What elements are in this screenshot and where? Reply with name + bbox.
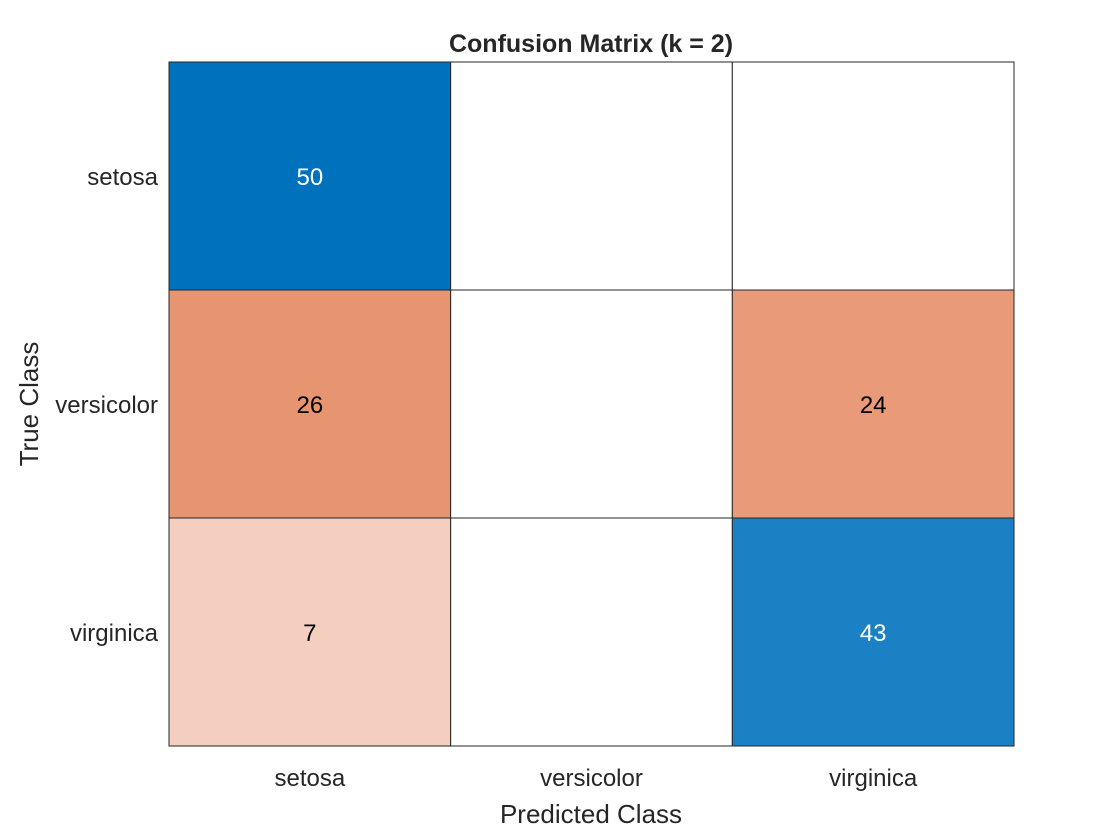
plot-border [168, 61, 1015, 747]
x-tick-label-versicolor: versicolor [540, 765, 643, 792]
matrix-cell-setosa-virginica [731, 61, 1015, 291]
matrix-cells [168, 61, 1015, 747]
matrix-cell-versicolor-versicolor [450, 289, 733, 519]
x-tick-label-setosa: setosa [274, 765, 345, 792]
y-tick-label-setosa: setosa [87, 164, 158, 191]
cell-value-labels: 50 26 24 7 43 [296, 164, 886, 647]
x-tick-labels: setosa versicolor virginica [274, 765, 917, 792]
y-axis-label: True Class [14, 342, 44, 467]
y-tick-labels: setosa versicolor virginica [55, 164, 158, 647]
matrix-cell-virginica-versicolor [450, 517, 733, 747]
y-tick-label-versicolor: versicolor [55, 392, 158, 419]
cell-value-virginica-virginica: 43 [860, 620, 887, 647]
cell-value-setosa-setosa: 50 [296, 164, 323, 191]
x-tick-label-virginica: virginica [829, 765, 918, 792]
matrix-cell-versicolor-setosa [168, 289, 452, 519]
matrix-cell-setosa-setosa [168, 61, 452, 291]
cell-value-virginica-setosa: 7 [303, 620, 316, 647]
x-axis-label: Predicted Class [500, 799, 682, 829]
cell-value-versicolor-setosa: 26 [296, 392, 323, 419]
matrix-cell-virginica-setosa [168, 517, 452, 747]
chart-title: Confusion Matrix (k = 2) [449, 30, 733, 58]
y-tick-label-virginica: virginica [70, 620, 159, 647]
cell-value-versicolor-virginica: 24 [860, 392, 887, 419]
matrix-cell-setosa-versicolor [450, 61, 733, 291]
matrix-cell-versicolor-virginica [731, 289, 1015, 519]
